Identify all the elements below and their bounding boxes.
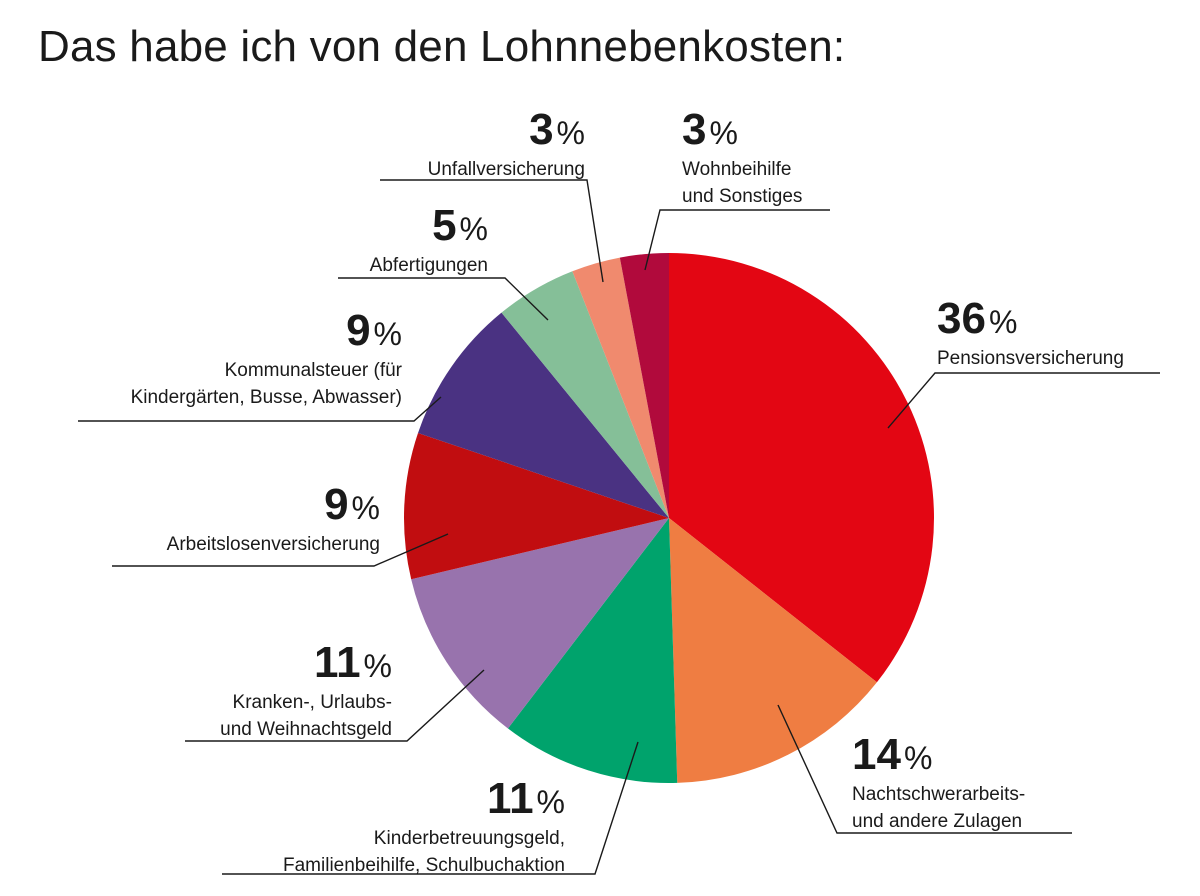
slice-category-line: Arbeitslosenversicherung	[166, 534, 380, 555]
pie-slices	[404, 253, 935, 783]
slice-label-8: 3% Wohnbeihilfe und Sonstiges	[682, 107, 802, 210]
pie-slice-1	[669, 518, 877, 783]
leader-line-7	[380, 179, 604, 283]
slice-category-1: Nachtschwerarbeits-und andere Zulagen	[852, 781, 1025, 835]
slice-value-6: 5%	[432, 201, 488, 250]
slice-label-6: 5% Abfertigungen	[370, 203, 488, 279]
slice-label-3: 11% Kranken-, Urlaubs-und Weihnachtsgeld	[220, 640, 392, 743]
slice-category-line: Kinderbetreuungsgeld,	[373, 828, 565, 849]
slice-category-line: Kindergärten, Busse, Abwasser)	[130, 387, 402, 408]
slice-value-5: 9%	[346, 306, 402, 355]
pie-slice-5	[418, 312, 669, 518]
leader-line-0	[887, 372, 1160, 429]
slice-label-0: 36% Pensionsversicherung	[937, 296, 1124, 372]
leader-line-8	[644, 209, 830, 271]
slice-category-7: Unfallversicherung	[428, 156, 585, 183]
leader-line-5	[78, 396, 442, 422]
pie-slice-2	[507, 518, 678, 783]
pie-slice-7	[572, 257, 669, 518]
slice-category-line: Abfertigungen	[369, 255, 488, 276]
slice-category-line: Nachtschwerarbeits-	[852, 784, 1026, 805]
slice-category-line: Wohnbeihilfe	[682, 159, 792, 180]
slice-category-8: Wohnbeihilfe und Sonstiges	[682, 156, 802, 210]
slice-label-1: 14% Nachtschwerarbeits-und andere Zulagen	[852, 732, 1025, 835]
leader-line-2	[222, 741, 639, 875]
slice-value-1: 14%	[852, 730, 933, 779]
slice-label-7: 3% Unfallversicherung	[428, 107, 585, 183]
slice-category-2: Kinderbetreuungsgeld, Familienbeihilfe, S…	[283, 825, 565, 879]
slice-category-0: Pensionsversicherung	[937, 345, 1124, 372]
pie-slice-3	[411, 518, 669, 729]
pie-slice-8	[619, 253, 669, 518]
slice-category-line: und Sonstiges	[682, 186, 803, 207]
slice-category-line: Unfallversicherung	[427, 159, 585, 180]
slice-category-3: Kranken-, Urlaubs-und Weihnachtsgeld	[220, 689, 392, 743]
pie-slice-6	[501, 271, 669, 518]
slice-category-line: Pensionsversicherung	[937, 348, 1124, 369]
slice-label-4: 9% Arbeitslosenversicherung	[167, 482, 380, 558]
slice-category-line: und andere Zulagen	[852, 811, 1023, 832]
slice-value-0: 36%	[937, 294, 1018, 343]
slice-category-line: und Weihnachtsgeld	[220, 719, 392, 740]
pie-slice-0	[669, 253, 935, 683]
leader-lines	[78, 179, 1160, 875]
slice-value-4: 9%	[324, 480, 380, 529]
slice-value-7: 3%	[529, 105, 585, 154]
slice-category-5: Kommunalsteuer (für Kindergärten, Busse, …	[131, 357, 402, 411]
leader-line-1	[777, 704, 1072, 834]
leader-line-6	[338, 277, 549, 321]
slice-label-5: 9% Kommunalsteuer (für Kindergärten, Busse…	[131, 308, 402, 411]
slice-category-4: Arbeitslosenversicherung	[167, 531, 380, 558]
pie-slice-4	[404, 432, 669, 580]
leader-line-3	[185, 669, 485, 742]
leader-line-4	[112, 533, 449, 567]
slice-category-line: Familienbeihilfe, Schulbuchaktion	[283, 855, 565, 876]
chart-title: Das habe ich von den Lohnnebenkosten:	[38, 22, 846, 71]
slice-value-3: 11%	[314, 638, 392, 687]
slice-category-line: Kranken-, Urlaubs-	[232, 692, 392, 713]
slice-category-6: Abfertigungen	[370, 252, 488, 279]
slice-value-2: 11%	[487, 774, 565, 823]
slice-label-2: 11% Kinderbetreuungsgeld, Familienbeihilfe…	[283, 776, 565, 879]
slice-value-8: 3%	[682, 105, 738, 154]
slice-category-line: Kommunalsteuer (für	[224, 360, 402, 381]
